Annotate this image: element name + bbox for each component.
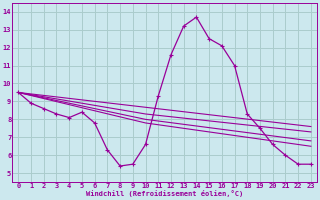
X-axis label: Windchill (Refroidissement éolien,°C): Windchill (Refroidissement éolien,°C) <box>86 190 243 197</box>
